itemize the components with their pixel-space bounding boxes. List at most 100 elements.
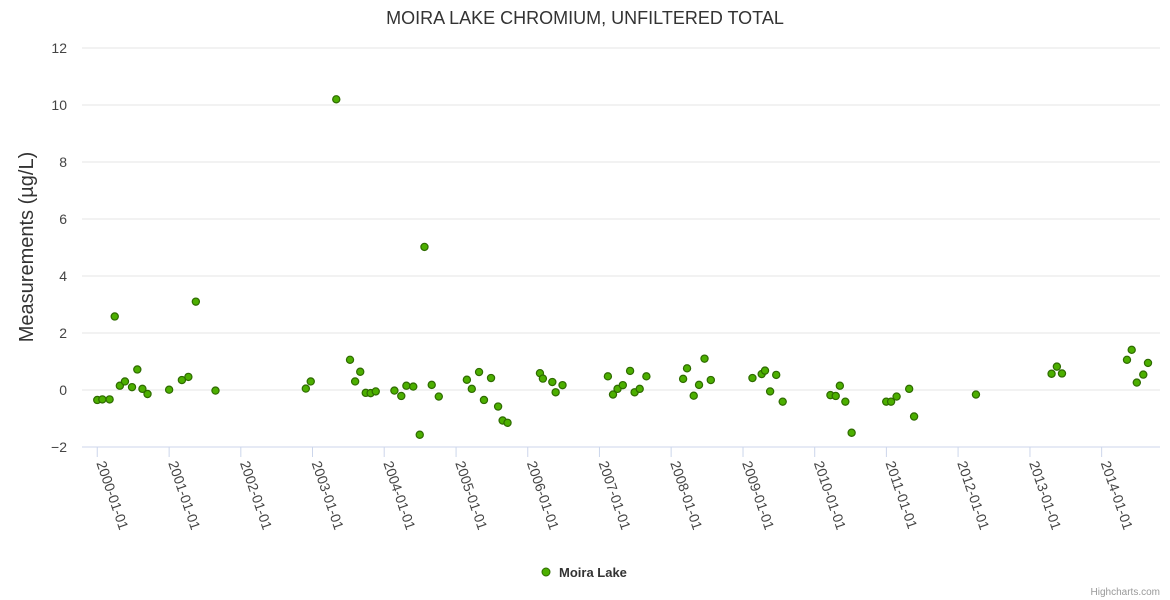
x-tick-label: 2011-01-01 [883, 459, 921, 531]
y-tick-label: 8 [59, 154, 67, 170]
data-point[interactable] [350, 377, 360, 386]
data-point[interactable] [133, 365, 142, 374]
data-point[interactable] [548, 377, 557, 387]
data-point[interactable] [397, 391, 406, 401]
data-point[interactable] [835, 381, 845, 390]
data-point[interactable] [1047, 369, 1056, 378]
data-point[interactable] [143, 389, 152, 399]
data-point[interactable] [694, 380, 704, 390]
data-point[interactable] [164, 385, 174, 394]
data-point[interactable] [184, 372, 193, 382]
data-point[interactable] [847, 428, 856, 437]
data-point[interactable] [371, 387, 380, 396]
x-tick-label: 2008-01-01 [667, 459, 706, 532]
data-point[interactable] [700, 354, 709, 363]
data-point[interactable] [1139, 370, 1148, 379]
data-point[interactable] [211, 386, 220, 395]
x-tick-label: 2006-01-01 [524, 459, 563, 532]
x-tick-label: 2009-01-01 [739, 459, 778, 532]
data-point[interactable] [356, 367, 365, 376]
data-point[interactable] [772, 370, 781, 380]
legend[interactable]: Moira Lake [541, 565, 627, 580]
data-point[interactable] [886, 397, 896, 406]
x-tick-label: 2003-01-01 [309, 459, 348, 532]
data-point[interactable] [390, 386, 399, 395]
data-point[interactable] [420, 242, 429, 252]
data-point[interactable] [105, 395, 114, 404]
data-point[interactable] [618, 380, 628, 390]
data-point[interactable] [486, 373, 496, 383]
series-moira-lake[interactable] [93, 95, 1153, 439]
x-tick-label: 2014-01-01 [1098, 459, 1137, 532]
data-point[interactable] [1143, 358, 1153, 368]
data-point[interactable] [551, 388, 560, 397]
data-point[interactable] [892, 392, 901, 401]
data-point[interactable] [503, 418, 512, 427]
data-point[interactable] [841, 397, 850, 406]
data-point[interactable] [301, 384, 311, 393]
data-point[interactable] [474, 367, 484, 377]
y-tick-label: 10 [51, 97, 67, 113]
data-point[interactable] [558, 380, 567, 390]
data-point[interactable] [765, 387, 775, 396]
data-point[interactable] [603, 372, 613, 381]
gridlines [82, 47, 1160, 391]
data-point[interactable] [332, 95, 341, 104]
data-point[interactable] [138, 384, 147, 394]
data-point[interactable] [760, 366, 770, 375]
data-point[interactable] [748, 373, 757, 383]
data-point[interactable] [971, 390, 981, 399]
data-point[interactable] [345, 355, 355, 364]
y-tick-label: −2 [51, 439, 67, 455]
data-point[interactable] [479, 395, 489, 405]
data-point[interactable] [1127, 345, 1136, 355]
data-point[interactable] [1122, 355, 1132, 364]
y-tick-label: 0 [59, 382, 67, 398]
data-point[interactable] [831, 391, 840, 401]
data-point[interactable] [191, 297, 201, 306]
data-point[interactable] [678, 374, 688, 384]
data-point[interactable] [493, 402, 503, 411]
credits-link[interactable]: Highcharts.com [1091, 587, 1160, 598]
x-tick-label: 2013-01-01 [1026, 459, 1065, 532]
x-tick-label: 2001-01-01 [165, 459, 204, 532]
data-point[interactable] [177, 375, 187, 385]
data-point[interactable] [427, 380, 436, 390]
x-tick-label: 2005-01-01 [452, 459, 491, 532]
data-point[interactable] [904, 384, 914, 394]
y-tick-label: 2 [59, 325, 67, 341]
data-point[interactable] [110, 312, 119, 321]
x-tick-label: 2012-01-01 [954, 459, 993, 532]
data-point[interactable] [402, 381, 411, 390]
x-tick-label: 2004-01-01 [380, 459, 419, 532]
data-point[interactable] [642, 372, 651, 381]
data-point[interactable] [706, 375, 716, 385]
data-point[interactable] [625, 366, 635, 376]
data-point[interactable] [434, 392, 443, 401]
y-tick-label: 4 [59, 268, 67, 284]
data-point[interactable] [608, 390, 618, 399]
data-point[interactable] [467, 384, 476, 394]
data-point[interactable] [1132, 378, 1142, 387]
data-point[interactable] [689, 391, 698, 400]
chart-title: MOIRA LAKE CHROMIUM, UNFILTERED TOTAL [386, 8, 784, 28]
data-point[interactable] [682, 364, 692, 373]
x-tick-label: 2010-01-01 [811, 459, 850, 532]
y-tick-label: 6 [59, 211, 67, 227]
data-point[interactable] [306, 377, 315, 386]
data-point[interactable] [409, 382, 418, 391]
data-point[interactable] [415, 430, 424, 439]
legend-label[interactable]: Moira Lake [559, 565, 627, 580]
data-point[interactable] [1057, 369, 1067, 378]
data-point[interactable] [98, 395, 107, 404]
data-point[interactable] [462, 375, 472, 384]
data-point[interactable] [120, 377, 130, 386]
data-point[interactable] [1052, 362, 1062, 371]
data-point[interactable] [538, 374, 548, 383]
data-point[interactable] [778, 397, 787, 406]
data-point[interactable] [909, 412, 919, 421]
x-tick-label: 2007-01-01 [596, 459, 635, 532]
data-point[interactable] [635, 384, 644, 394]
data-point[interactable] [127, 382, 137, 392]
